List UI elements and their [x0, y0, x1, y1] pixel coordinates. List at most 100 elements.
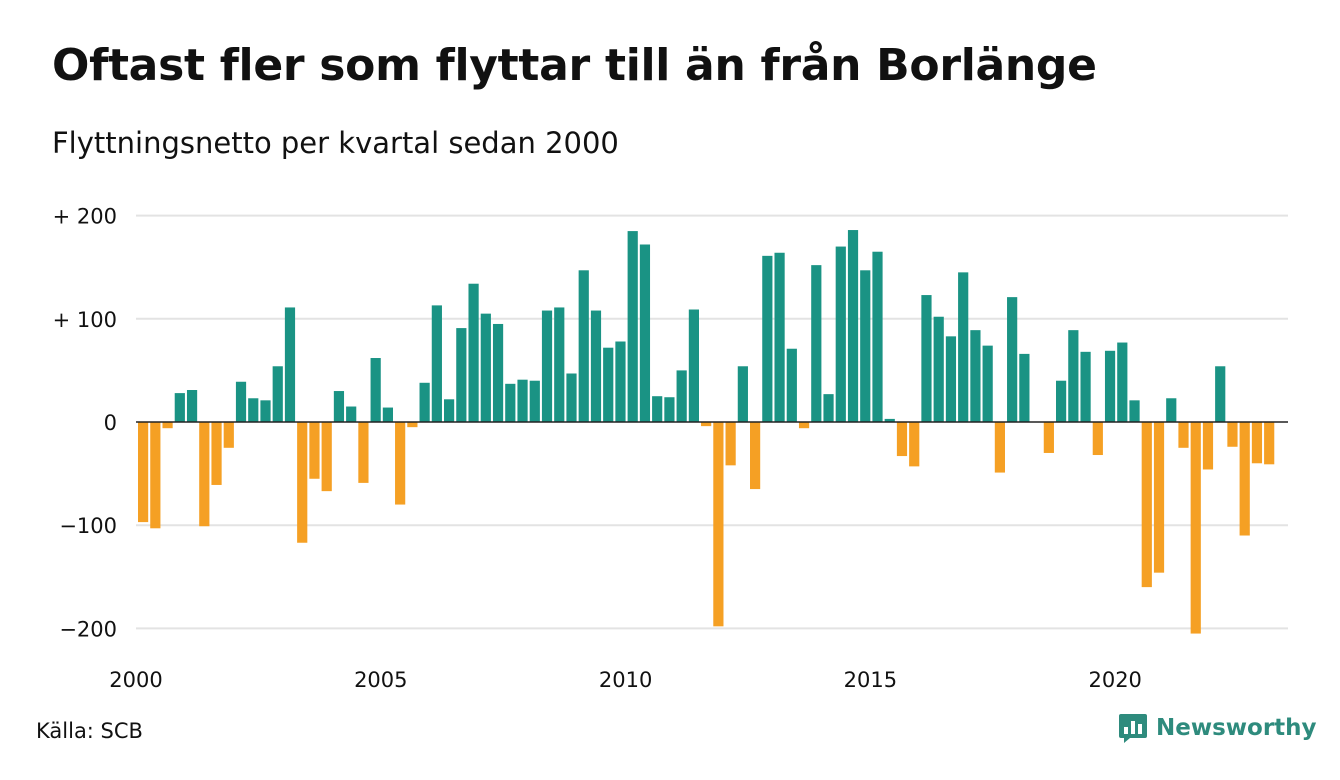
- bar: [982, 345, 993, 422]
- bar: [701, 422, 712, 427]
- bar: [1227, 422, 1238, 447]
- bar: [933, 316, 944, 422]
- bar: [284, 307, 296, 422]
- bar: [762, 255, 773, 422]
- bar: [260, 400, 271, 422]
- bar: [1068, 330, 1079, 422]
- bar: [309, 422, 320, 479]
- bar: [1178, 422, 1189, 448]
- bar: [211, 422, 222, 485]
- bar: [1129, 400, 1140, 422]
- bar: [676, 370, 687, 422]
- bar: [346, 406, 357, 422]
- y-tick-label: −200: [59, 617, 117, 641]
- bar: [223, 422, 234, 448]
- bar: [1019, 353, 1030, 422]
- bar: [750, 422, 761, 490]
- bar: [1166, 398, 1177, 422]
- bar: [444, 399, 455, 422]
- bar: [1153, 422, 1165, 573]
- x-tick-label: 2005: [354, 668, 407, 692]
- bar: [615, 341, 626, 422]
- y-tick-label: + 200: [53, 205, 117, 229]
- bar: [480, 313, 491, 422]
- bar: [138, 422, 149, 523]
- y-tick-label: 0: [104, 411, 117, 435]
- bar: [737, 366, 748, 422]
- bar: [248, 398, 259, 422]
- x-tick-label: 2015: [844, 668, 897, 692]
- bar: [199, 422, 210, 527]
- bar: [505, 383, 516, 422]
- bar: [688, 309, 699, 422]
- bar: [333, 391, 345, 422]
- bar: [798, 422, 810, 429]
- bar: [725, 422, 736, 466]
- bar: [921, 295, 932, 422]
- bar: [664, 397, 675, 422]
- bar: [1092, 422, 1103, 456]
- bar: [1202, 422, 1214, 470]
- bar: [1190, 422, 1201, 634]
- bar: [554, 307, 565, 422]
- bar: [639, 244, 651, 422]
- bar: [896, 422, 908, 457]
- bar: [407, 422, 418, 428]
- bar: [835, 246, 846, 422]
- bar: [321, 422, 332, 492]
- bars: [138, 230, 1275, 634]
- bar: [578, 270, 589, 422]
- bar: [872, 251, 883, 422]
- bar: [358, 422, 369, 483]
- bar: [272, 366, 283, 422]
- bar: [150, 422, 161, 529]
- bar: [297, 422, 308, 543]
- bar: [162, 422, 173, 429]
- bar: [970, 330, 981, 422]
- brand-logo[interactable]: Newsworthy: [1118, 712, 1317, 744]
- bar: [395, 422, 406, 505]
- bar: [823, 394, 834, 422]
- x-tick-label: 2010: [599, 668, 652, 692]
- source-note: Källa: SCB: [36, 719, 143, 743]
- x-tick-label: 2020: [1088, 668, 1141, 692]
- bar: [652, 396, 663, 422]
- bar: [566, 373, 577, 422]
- bar: [994, 422, 1005, 473]
- bar: [847, 230, 859, 422]
- bar: [603, 347, 614, 422]
- bar: [786, 348, 797, 422]
- bar: [1080, 351, 1091, 422]
- bar: [1043, 422, 1054, 453]
- grid-lines: [136, 214, 1288, 630]
- bar: [235, 381, 247, 422]
- bar: [370, 358, 381, 422]
- bar: [456, 328, 467, 422]
- chart-title: Oftast fler som flyttar till än från Bor…: [52, 40, 1097, 91]
- x-tick-label: 2000: [109, 668, 162, 692]
- bar: [492, 323, 504, 422]
- y-tick-label: + 100: [53, 308, 117, 332]
- bar: [517, 379, 528, 422]
- bar: [1117, 342, 1128, 422]
- bar: [1141, 422, 1152, 588]
- bar: [1007, 297, 1018, 422]
- bar: [884, 418, 895, 422]
- bar: [1104, 350, 1116, 422]
- x-axis-labels: 2000 2005 2010 2015 2020: [109, 668, 1142, 692]
- bar: [627, 231, 638, 422]
- bar: [529, 380, 540, 422]
- bar: [713, 422, 724, 627]
- brand-name: Newsworthy: [1156, 715, 1317, 741]
- bar: [774, 252, 785, 422]
- bar: [468, 283, 479, 422]
- bar: [945, 336, 957, 422]
- bar: [1056, 380, 1067, 422]
- bar: [541, 310, 553, 422]
- bar: [590, 310, 602, 422]
- bar: [909, 422, 920, 467]
- chart-bubble-icon: [1119, 714, 1147, 743]
- bar: [1239, 422, 1250, 536]
- bar: [382, 407, 393, 422]
